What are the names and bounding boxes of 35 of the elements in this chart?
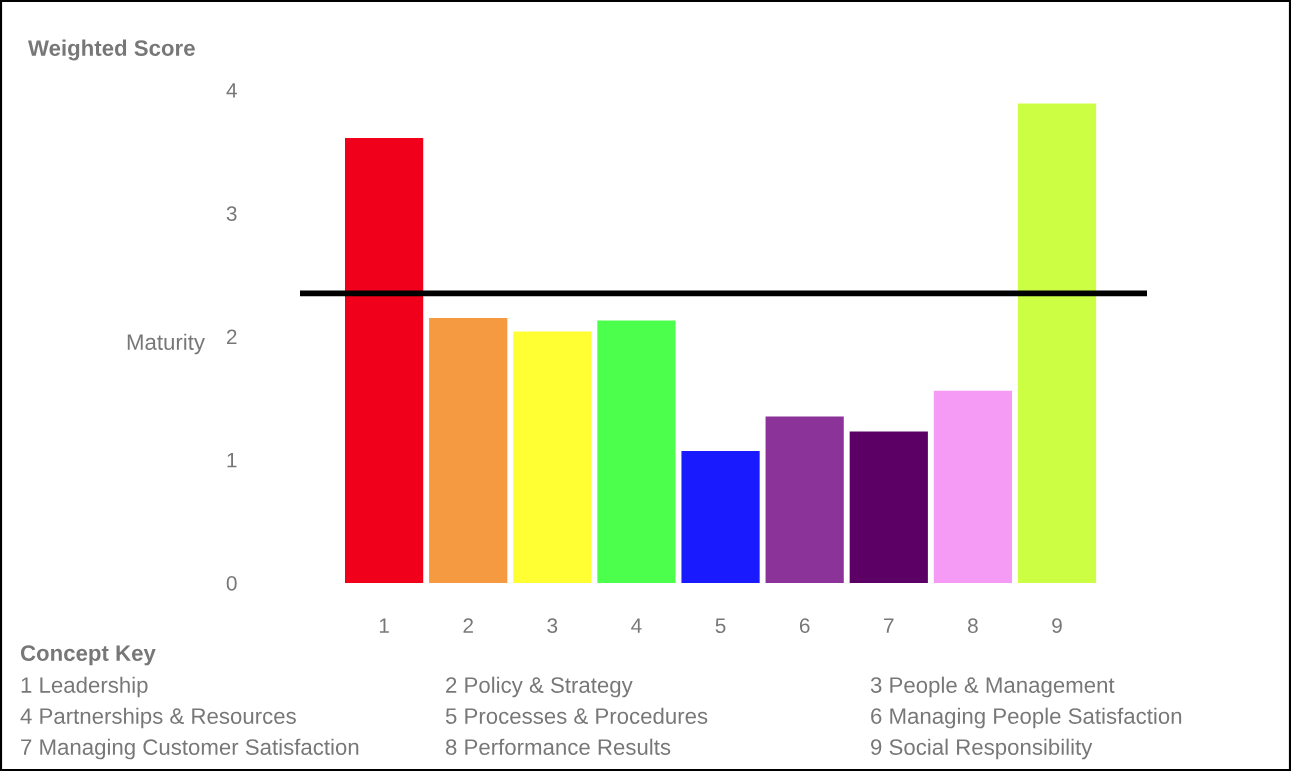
y-tick-label: 4 [226,83,237,98]
text: 3 People & Management [870,676,1115,698]
x-tick-label: 5 [715,618,726,634]
x-tick-label: 7 [884,618,894,633]
y-axis-title: Maturity [127,333,205,355]
bar [681,451,760,583]
bar [513,331,592,583]
bar [597,320,676,583]
x-tick-label: 1 [379,618,389,633]
text: 2 Policy & Strategy [446,676,633,698]
bar [849,431,928,583]
x-tick-label: 2 [463,618,473,633]
text: 4 Partnerships & Resources [20,707,296,729]
bar [765,416,844,583]
bar [429,318,508,583]
x-tick-label: 6 [799,618,810,634]
text: 7 Managing Customer Satisfaction [21,738,359,760]
y-tick-label: 0 [226,576,237,591]
text: 5 Processes & Procedures [445,707,708,724]
y-tick-label: 1 [227,452,237,468]
y-tick-label: 2 [226,329,237,345]
y-tick-label: 3 [226,206,237,221]
text: Concept Key [20,645,156,666]
x-tick-label: 4 [631,618,642,633]
text: 1 Leadership [21,676,148,698]
text: Weighted Score [28,39,195,61]
bar [1017,103,1097,583]
text: 6 Managing People Satisfaction [871,707,1182,729]
x-tick-label: 9 [1052,618,1062,634]
x-tick-label: 3 [547,618,558,634]
bar [345,138,424,583]
bar [933,390,1012,583]
text: 8 Performance Results [445,738,671,755]
x-tick-label: 8 [968,618,978,634]
text: 9 Social Responsibility [871,738,1093,760]
